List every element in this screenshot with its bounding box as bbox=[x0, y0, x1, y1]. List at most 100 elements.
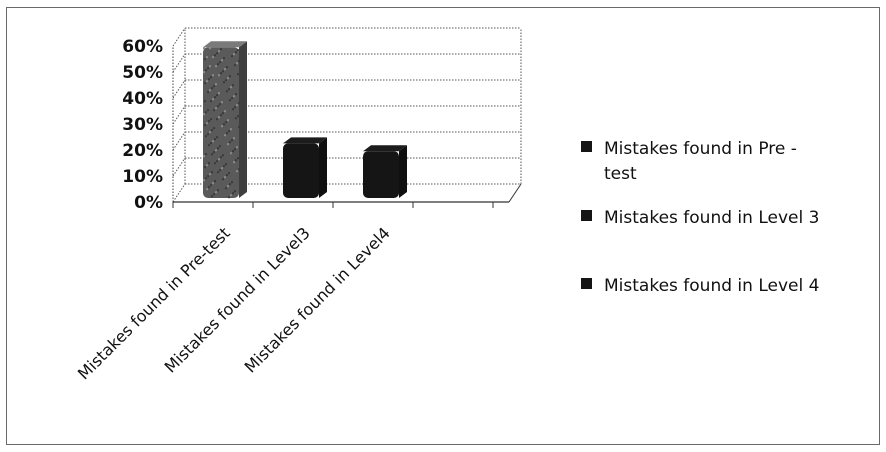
bar-texture bbox=[231, 55, 233, 58]
bar-texture bbox=[206, 56, 208, 59]
bar-texture bbox=[226, 66, 228, 69]
bar-texture bbox=[208, 78, 210, 81]
bar-texture bbox=[207, 109, 209, 112]
bar-top bbox=[203, 41, 247, 48]
bar-texture bbox=[235, 159, 237, 162]
bar-texture bbox=[226, 132, 228, 135]
bar-texture bbox=[237, 157, 239, 160]
bar-texture bbox=[238, 102, 240, 105]
bar-texture bbox=[221, 167, 223, 170]
y-tick-label: 10% bbox=[122, 167, 163, 187]
bar-texture bbox=[230, 194, 232, 197]
bar-texture bbox=[224, 176, 226, 179]
bar-texture bbox=[230, 128, 232, 131]
bar-texture bbox=[209, 65, 211, 68]
gridline-side bbox=[172, 105, 186, 125]
bar-texture bbox=[205, 111, 207, 114]
bar-texture bbox=[221, 101, 223, 104]
bar-texture bbox=[231, 97, 233, 100]
legend-label: Mistakes found in Level 3 bbox=[604, 208, 819, 228]
bar-texture bbox=[215, 191, 217, 194]
bar bbox=[363, 145, 407, 198]
bar bbox=[203, 41, 247, 199]
bar-texture bbox=[212, 140, 214, 143]
bar-texture bbox=[229, 99, 231, 102]
bar-texture bbox=[217, 147, 219, 150]
bar-texture bbox=[235, 117, 237, 120]
bar-texture bbox=[219, 169, 221, 172]
bar-texture bbox=[227, 77, 229, 80]
bar-texture bbox=[217, 105, 219, 108]
bar-texture bbox=[223, 81, 225, 84]
bar-texture bbox=[206, 80, 208, 83]
legend-swatch bbox=[581, 278, 592, 289]
bar-texture bbox=[210, 100, 212, 103]
bar-texture bbox=[238, 168, 240, 171]
bar-texture bbox=[216, 118, 218, 121]
bar-top bbox=[283, 137, 327, 144]
bar-texture bbox=[225, 187, 227, 190]
bar-texture bbox=[204, 166, 206, 169]
bar-texture bbox=[219, 103, 221, 106]
bar-texture bbox=[218, 116, 220, 119]
bar-texture bbox=[209, 131, 211, 134]
bar-texture bbox=[221, 59, 223, 62]
bar-texture bbox=[222, 70, 224, 73]
axes bbox=[172, 28, 522, 208]
bar-texture bbox=[205, 135, 207, 138]
bar-texture bbox=[214, 54, 216, 57]
bar-texture bbox=[215, 65, 217, 68]
bar-front bbox=[363, 151, 399, 198]
bar-texture bbox=[213, 127, 215, 130]
bar-texture bbox=[206, 188, 208, 191]
bar-texture bbox=[220, 48, 222, 51]
bar-texture bbox=[232, 192, 234, 195]
bar-texture bbox=[203, 179, 205, 182]
bar-texture bbox=[227, 185, 229, 188]
bar-texture bbox=[216, 136, 218, 139]
bar-texture bbox=[211, 195, 213, 198]
bar-texture bbox=[212, 56, 214, 59]
bar-texture bbox=[228, 196, 230, 199]
bar-texture bbox=[234, 190, 236, 193]
bar-texture bbox=[220, 114, 222, 117]
bar-texture bbox=[213, 85, 215, 88]
bar-texture bbox=[209, 47, 211, 50]
bar-texture bbox=[231, 139, 233, 142]
bar-texture bbox=[219, 145, 221, 148]
bar-texture bbox=[232, 84, 234, 87]
gridlines bbox=[172, 27, 521, 203]
bar-texture bbox=[222, 178, 224, 181]
bar-texture bbox=[224, 110, 226, 113]
bar-texture bbox=[227, 119, 229, 122]
bar-texture bbox=[206, 122, 208, 125]
bar-texture bbox=[235, 51, 237, 54]
gridline-side bbox=[172, 131, 186, 151]
bar-texture bbox=[230, 86, 232, 89]
category-label: Mistakes found in Level3 bbox=[161, 223, 314, 376]
bar bbox=[283, 137, 327, 198]
bar-texture bbox=[208, 144, 210, 147]
bar-texture bbox=[225, 163, 227, 166]
bar-texture bbox=[211, 87, 213, 90]
bar-texture bbox=[236, 104, 238, 107]
legend-item: Mistakes found in Level 4 bbox=[581, 276, 819, 296]
bar-texture bbox=[234, 64, 236, 67]
bar-texture bbox=[232, 108, 234, 111]
bar-texture bbox=[227, 143, 229, 146]
bar-texture bbox=[228, 88, 230, 91]
bar-texture bbox=[214, 180, 216, 183]
legend-label: test bbox=[604, 164, 637, 184]
bar-texture bbox=[211, 171, 213, 174]
bar-front bbox=[203, 47, 239, 199]
bar-texture bbox=[225, 121, 227, 124]
bar-texture bbox=[213, 151, 215, 154]
category-label: Mistakes found in Pre-test bbox=[74, 223, 234, 383]
y-tick-label: 60% bbox=[122, 37, 163, 57]
bar-texture bbox=[212, 182, 214, 185]
y-tick-label: 40% bbox=[122, 89, 163, 109]
y-tick-label: 20% bbox=[122, 141, 163, 161]
bar-texture bbox=[235, 93, 237, 96]
bar-texture bbox=[218, 92, 220, 95]
